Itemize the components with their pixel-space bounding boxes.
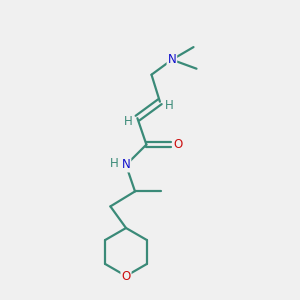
- Text: H: H: [110, 157, 119, 170]
- Text: H: H: [123, 115, 132, 128]
- Text: H: H: [165, 99, 174, 112]
- Text: O: O: [173, 138, 182, 151]
- Text: N: N: [122, 158, 130, 172]
- Text: N: N: [167, 53, 176, 66]
- Text: O: O: [122, 269, 130, 283]
